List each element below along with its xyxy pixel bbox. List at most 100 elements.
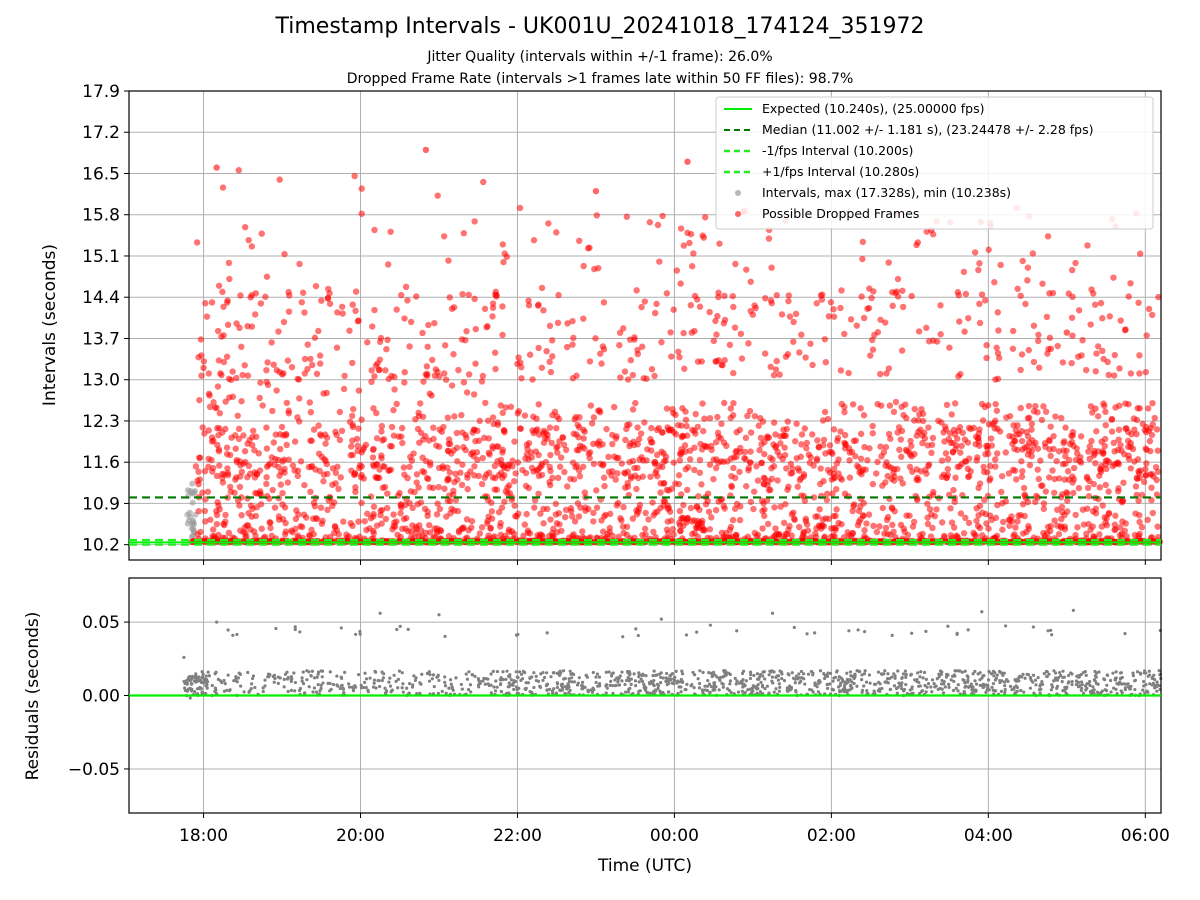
dropped-frame-point	[600, 474, 608, 481]
dropped-frame-point	[714, 312, 721, 320]
residual-point	[721, 682, 725, 686]
dropped-frame-point	[540, 427, 547, 435]
dropped-frame-point	[463, 328, 470, 335]
dropped-frame-point	[440, 423, 447, 431]
residual-point	[734, 682, 738, 686]
residual-point	[563, 685, 567, 689]
dropped-frame-point	[497, 402, 504, 409]
dropped-frame-point	[1111, 351, 1119, 359]
dropped-frame-point	[415, 484, 422, 491]
residual-point	[609, 674, 614, 678]
dropped-frame-point	[502, 404, 510, 411]
dropped-frame-point	[700, 234, 707, 241]
dropped-frame-point	[1053, 457, 1060, 465]
dropped-frame-point	[499, 331, 506, 339]
residual-point	[758, 690, 762, 694]
dropped-frame-point	[1038, 416, 1046, 424]
dropped-frame-point	[780, 432, 787, 439]
dropped-frame-point	[798, 431, 806, 438]
dropped-frame-point	[771, 504, 778, 511]
dropped-frame-point	[278, 468, 285, 475]
dropped-frame-point	[305, 463, 313, 471]
residual-point	[586, 690, 590, 694]
dropped-frame-point	[718, 361, 725, 369]
residual-point	[634, 627, 638, 631]
dropped-frame-point	[877, 443, 884, 450]
dropped-frame-point	[900, 411, 907, 419]
dropped-frame-point	[718, 529, 726, 537]
dropped-frame-point	[1084, 242, 1091, 249]
dropped-frame-point	[297, 523, 304, 530]
dropped-frame-point	[837, 474, 844, 482]
residual-point	[680, 669, 684, 673]
dropped-frame-point	[204, 488, 212, 495]
dropped-frame-point	[330, 499, 338, 506]
dropped-frame-point	[666, 508, 674, 515]
residual-point	[847, 629, 851, 633]
dropped-frame-point	[238, 511, 245, 519]
chart-title: Timestamp Intervals - UK001U_20241018_17…	[275, 14, 925, 39]
residual-point	[1045, 670, 1049, 674]
dropped-frame-point	[259, 402, 266, 409]
residual-point	[941, 691, 946, 695]
dropped-frame-point	[619, 523, 627, 530]
residual-point	[740, 689, 745, 693]
residual-point	[1108, 678, 1113, 683]
dropped-frame-point	[976, 442, 983, 449]
dropped-frame-point	[1042, 408, 1050, 415]
dropped-frame-point	[590, 460, 598, 468]
dropped-frame-point	[1057, 524, 1065, 531]
dropped-frame-point	[529, 376, 536, 383]
residual-point	[641, 673, 645, 677]
residual-point	[727, 671, 731, 675]
residual-point	[917, 680, 921, 685]
intervals-x-ticks	[203, 560, 1146, 565]
dropped-frame-point	[1020, 484, 1028, 492]
dropped-frame-point	[942, 450, 950, 457]
dropped-frame-point	[498, 504, 506, 511]
residual-point	[251, 674, 256, 678]
dropped-frame-point	[306, 399, 314, 406]
residual-point	[210, 683, 214, 688]
dropped-frame-point	[883, 370, 890, 377]
dropped-frame-point	[713, 331, 720, 338]
dropped-frame-point	[547, 451, 554, 459]
dropped-frame-point	[284, 357, 292, 364]
dropped-frame-point	[356, 464, 363, 472]
dropped-frame-point	[864, 305, 871, 312]
residual-point	[477, 683, 481, 687]
residual-point	[904, 682, 908, 687]
dropped-frame-point	[1110, 372, 1118, 379]
residual-point	[1119, 676, 1123, 680]
residual-point	[823, 676, 827, 681]
dropped-frame-point	[747, 278, 754, 285]
dropped-frame-point	[445, 447, 452, 455]
dropped-frame-point	[283, 399, 291, 407]
dropped-frame-point	[746, 407, 754, 415]
dropped-frame-point	[1017, 366, 1024, 374]
dropped-frame-point	[371, 373, 378, 380]
dropped-frame-point	[816, 506, 823, 513]
dropped-frame-point	[384, 490, 391, 497]
dropped-frame-point	[322, 457, 329, 465]
dropped-frame-point	[1097, 468, 1105, 475]
dropped-frame-point	[535, 301, 542, 308]
dropped-frame-point	[454, 476, 461, 483]
dropped-frame-point	[420, 378, 427, 385]
dropped-frame-point	[1077, 433, 1085, 440]
residual-point	[643, 687, 647, 691]
interval-point	[191, 521, 198, 528]
dropped-frame-point	[916, 411, 923, 418]
dropped-frame-point	[315, 422, 322, 429]
dropped-frame-point	[446, 294, 453, 301]
dropped-frame-point	[1136, 250, 1144, 257]
dropped-frame-point	[301, 481, 308, 489]
dropped-frame-point	[241, 447, 249, 455]
dropped-frame-point	[876, 523, 883, 530]
dropped-frame-point	[548, 439, 555, 447]
residual-point	[830, 687, 834, 691]
residual-point	[652, 679, 656, 683]
dropped-frame-point	[772, 443, 780, 450]
dropped-frame-point	[382, 367, 389, 374]
residual-point	[207, 674, 211, 678]
